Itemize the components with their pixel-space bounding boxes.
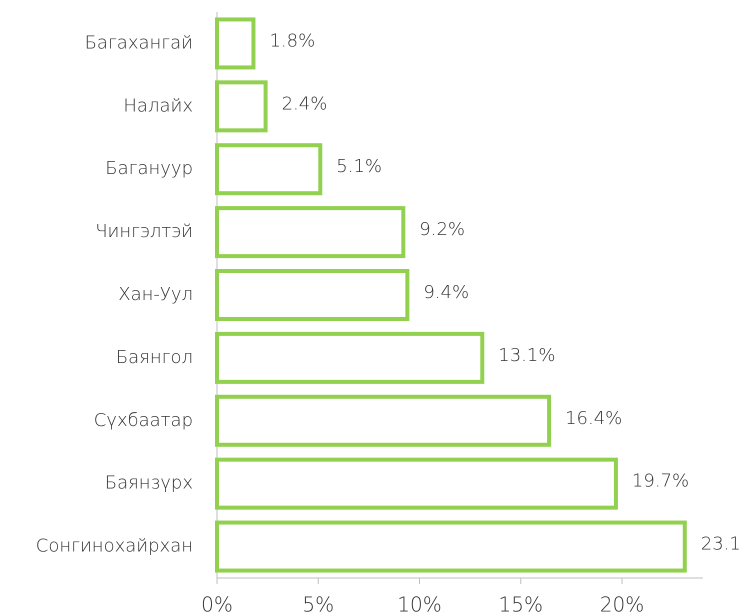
bar <box>215 520 687 573</box>
y-tick-label: Сонгинохайрхан <box>36 536 193 557</box>
bar <box>215 331 485 384</box>
data-label: 2.4% <box>282 93 328 114</box>
bar <box>215 457 618 510</box>
x-tick-label: 20% <box>600 593 644 616</box>
data-label: 19.7% <box>632 471 689 492</box>
data-label: 9.2% <box>419 219 465 240</box>
data-label: 1.8% <box>269 30 315 51</box>
bar <box>215 394 552 447</box>
y-tick-label: Хан-Уул <box>118 284 193 305</box>
y-tick-label: Чингэлтэй <box>95 221 193 242</box>
data-label: 13.1% <box>498 345 555 366</box>
y-tick-label: Сүхбаатар <box>94 410 193 431</box>
y-tick-label: Баянгол <box>116 347 193 368</box>
bar <box>215 206 406 259</box>
bar <box>215 80 268 133</box>
y-tick-label: Багахангай <box>85 32 193 53</box>
x-tick-label: 0% <box>201 593 233 616</box>
y-tick-label: Багануур <box>105 158 193 179</box>
bar <box>215 269 410 321</box>
data-label: 16.4% <box>565 408 622 429</box>
bar <box>215 143 323 196</box>
data-label: 9.4% <box>423 282 469 303</box>
x-tick-label: 5% <box>302 593 334 616</box>
y-tick-label: Баянзүрх <box>105 473 193 494</box>
x-tick-label: 10% <box>397 593 441 616</box>
data-label: 23.1% <box>701 534 741 555</box>
bar <box>215 17 256 70</box>
data-label: 5.1% <box>336 156 382 177</box>
x-tick-label: 15% <box>499 593 543 616</box>
y-tick-label: Налайх <box>123 95 193 116</box>
